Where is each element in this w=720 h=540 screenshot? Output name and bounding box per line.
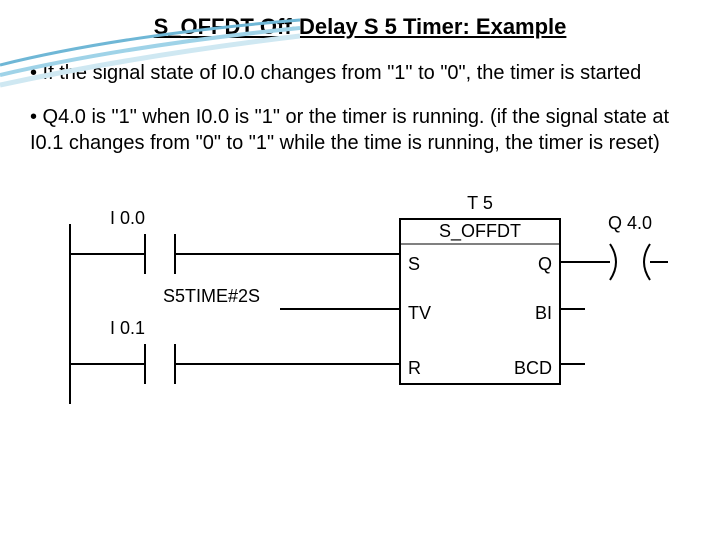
bullet-2: • Q4.0 is "1" when I0.0 is "1" or the ti… bbox=[30, 104, 690, 156]
bullet-1: • If the signal state of I0.0 changes fr… bbox=[30, 60, 690, 86]
slide-title: S_OFFDT Off-Delay S 5 Timer: Example bbox=[0, 0, 720, 40]
pin-bi: BI bbox=[535, 303, 552, 323]
timer-label: T 5 bbox=[467, 193, 493, 213]
pin-bcd: BCD bbox=[514, 358, 552, 378]
ladder-diagram: I 0.0 I 0.1 S5TIME#2S T 5 S_OFFDT S TV R… bbox=[50, 174, 670, 424]
block-type: S_OFFDT bbox=[439, 221, 521, 242]
pin-tv: TV bbox=[408, 303, 431, 323]
input-bot-label: I 0.1 bbox=[110, 318, 145, 338]
content-area: • If the signal state of I0.0 changes fr… bbox=[0, 40, 720, 424]
pin-r: R bbox=[408, 358, 421, 378]
output-label: Q 4.0 bbox=[608, 213, 652, 233]
tv-text: S5TIME#2S bbox=[163, 286, 260, 306]
pin-q: Q bbox=[538, 254, 552, 274]
input-top-label: I 0.0 bbox=[110, 208, 145, 228]
pin-s: S bbox=[408, 254, 420, 274]
